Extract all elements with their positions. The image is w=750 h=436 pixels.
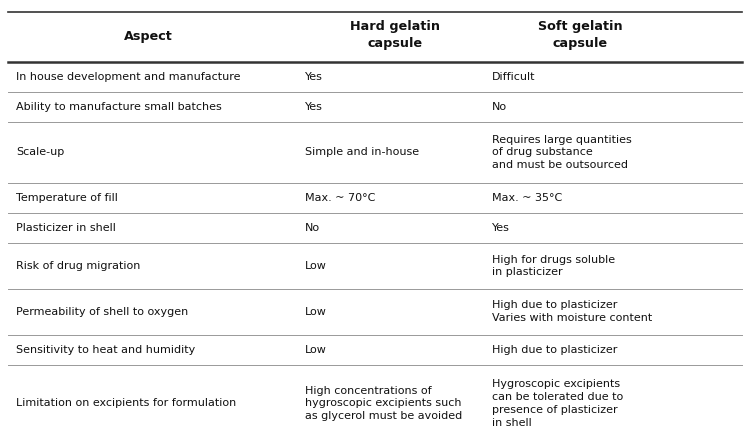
Text: Risk of drug migration: Risk of drug migration — [16, 261, 140, 271]
Text: High due to plasticizer
Varies with moisture content: High due to plasticizer Varies with mois… — [492, 300, 652, 323]
Text: Simple and in-house: Simple and in-house — [305, 147, 419, 157]
Text: Low: Low — [305, 261, 327, 271]
Text: High due to plasticizer: High due to plasticizer — [492, 345, 617, 354]
Text: Hygroscopic excipients
can be tolerated due to
presence of plasticizer
in shell: Hygroscopic excipients can be tolerated … — [492, 379, 623, 428]
Text: Yes: Yes — [305, 72, 322, 82]
Text: Difficult: Difficult — [492, 72, 536, 82]
Text: In house development and manufacture: In house development and manufacture — [16, 72, 241, 82]
Text: Sensitivity to heat and humidity: Sensitivity to heat and humidity — [16, 345, 195, 354]
Text: Temperature of fill: Temperature of fill — [16, 193, 118, 203]
Text: Scale-up: Scale-up — [16, 147, 64, 157]
Text: Plasticizer in shell: Plasticizer in shell — [16, 223, 116, 233]
Text: Aspect: Aspect — [124, 31, 172, 44]
Text: No: No — [492, 102, 507, 112]
Text: Soft gelatin
capsule: Soft gelatin capsule — [538, 20, 622, 50]
Text: No: No — [305, 223, 320, 233]
Text: Requires large quantities
of drug substance
and must be outsourced: Requires large quantities of drug substa… — [492, 135, 632, 170]
Text: High concentrations of
hygroscopic excipients such
as glycerol must be avoided: High concentrations of hygroscopic excip… — [305, 386, 462, 421]
Text: Ability to manufacture small batches: Ability to manufacture small batches — [16, 102, 222, 112]
Text: Max. ~ 70°C: Max. ~ 70°C — [305, 193, 375, 203]
Text: Yes: Yes — [305, 102, 322, 112]
Text: Hard gelatin
capsule: Hard gelatin capsule — [350, 20, 440, 50]
Text: Permeability of shell to oxygen: Permeability of shell to oxygen — [16, 307, 188, 317]
Text: Low: Low — [305, 307, 327, 317]
Text: Limitation on excipients for formulation: Limitation on excipients for formulation — [16, 399, 236, 409]
Text: Yes: Yes — [492, 223, 510, 233]
Text: Max. ~ 35°C: Max. ~ 35°C — [492, 193, 562, 203]
Text: High for drugs soluble
in plasticizer: High for drugs soluble in plasticizer — [492, 255, 615, 277]
Text: Low: Low — [305, 345, 327, 354]
